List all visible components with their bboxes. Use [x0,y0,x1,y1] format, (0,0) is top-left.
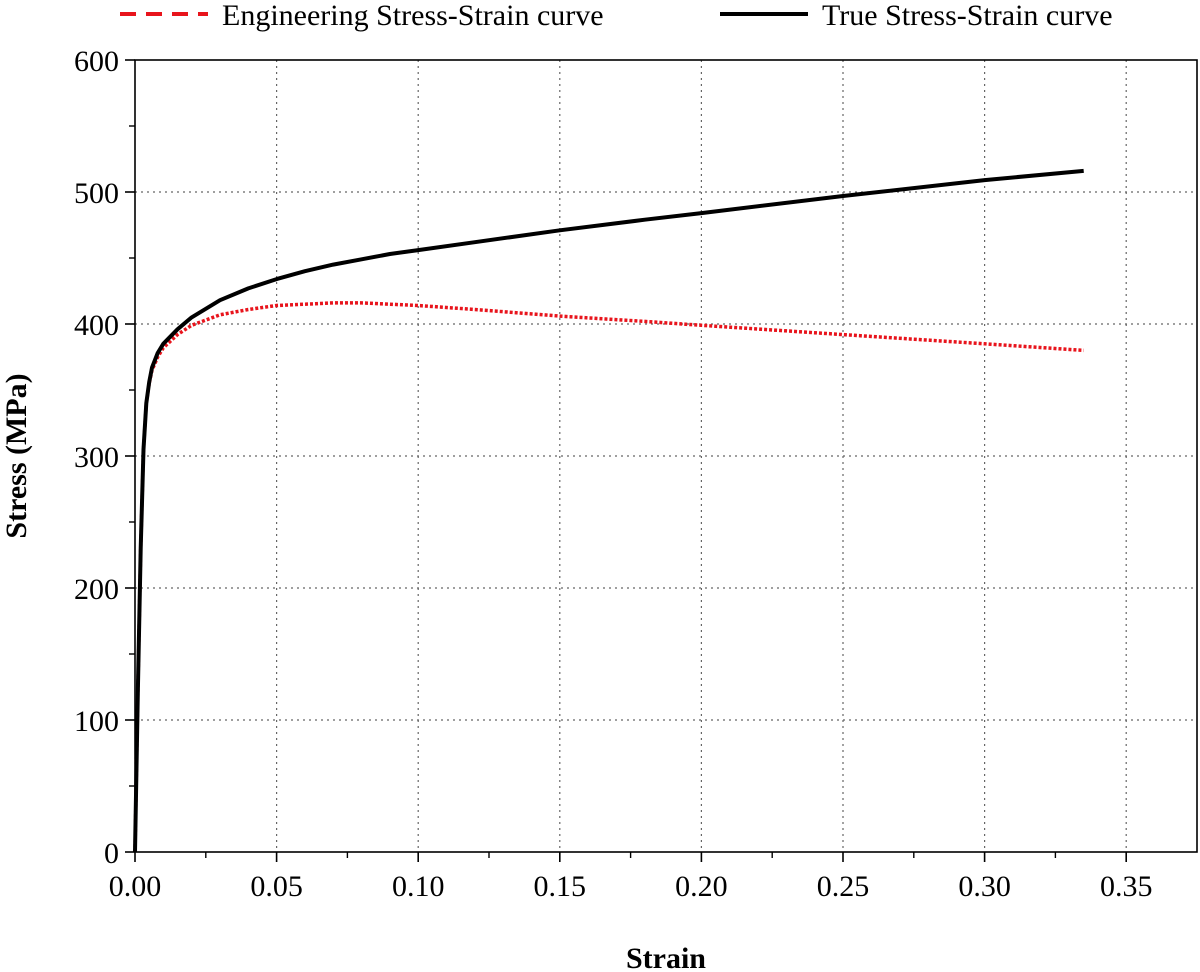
y-tick-label: 400 [74,309,119,342]
series-lines [133,168,1084,853]
legend-label-true: True Stress-Strain curve [822,0,1113,32]
y-tick-label: 0 [104,837,119,870]
x-tick-label: 0.15 [534,870,587,903]
axis-ticks [125,59,1127,862]
y-axis-title: Stress (MPa) [0,373,33,538]
x-tick-label: 0.10 [392,870,445,903]
legend: Engineering Stress-Strain curve True Str… [120,0,1113,32]
grid-lines [135,60,1197,852]
x-tick-label: 0.05 [250,870,303,903]
plot-frame [134,59,1198,853]
x-tick-label: 0.25 [817,870,870,903]
x-tick-label: 0.30 [958,870,1011,903]
y-tick-label: 500 [74,177,119,210]
y-tick-label: 600 [74,45,119,78]
y-tick-label: 100 [74,705,119,738]
x-tick-labels: 0.00 0.05 0.10 0.15 0.20 0.25 0.30 0.35 [109,870,1153,903]
x-tick-label: 0.35 [1100,870,1153,903]
series-line-true [133,168,1084,853]
x-tick-label: 0.20 [675,870,728,903]
series-line-engineering [133,301,1084,853]
y-tick-labels: 0 100 200 300 400 500 600 [74,45,119,870]
x-tick-label: 0.00 [109,870,162,903]
x-axis-title: Strain [626,942,706,972]
y-tick-label: 300 [74,441,119,474]
legend-label-engineering: Engineering Stress-Strain curve [222,0,604,32]
y-tick-label: 200 [74,573,119,606]
